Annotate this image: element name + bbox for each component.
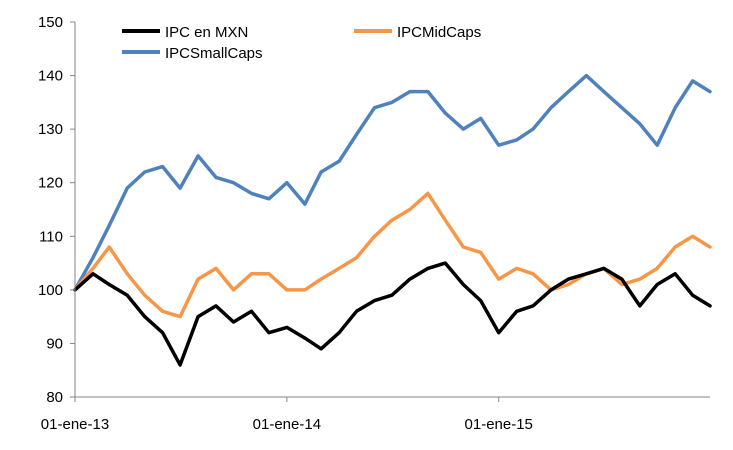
legend-label-ipcmidcaps: IPCMidCaps: [397, 24, 481, 41]
legend: IPC en MXN IPCMidCaps IPCSmallCaps: [122, 24, 481, 62]
series-line-ipcsmallcaps: [73, 73, 712, 292]
plot-lines: [73, 73, 712, 367]
x-tick-label: 01-ene-15: [465, 416, 533, 433]
legend-label-ipcsmallcaps: IPCSmallCaps: [165, 45, 263, 62]
y-tick-label: 80: [46, 389, 63, 406]
x-ticks: 01-ene-13 01-ene-14 01-ene-15: [41, 397, 533, 433]
x-tick-label: 01-ene-13: [41, 416, 109, 433]
y-tick-label: 120: [38, 175, 63, 192]
y-tick-label: 140: [38, 68, 63, 85]
y-tick-label: 110: [39, 228, 63, 245]
legend-label-ipc-en-mxn: IPC en MXN: [165, 24, 248, 41]
x-tick-label: 01-ene-14: [253, 416, 321, 433]
y-tick-label: 90: [46, 335, 63, 352]
y-tick-label: 130: [38, 121, 63, 138]
y-tick-label: 100: [38, 282, 63, 299]
series-line-ipcmidcaps: [73, 191, 712, 319]
y-ticks: 80 90 100 110 120 130 140 150: [38, 14, 75, 406]
series-line-ipc-en-mxn: [73, 261, 712, 367]
y-tick-label: 150: [38, 14, 63, 31]
